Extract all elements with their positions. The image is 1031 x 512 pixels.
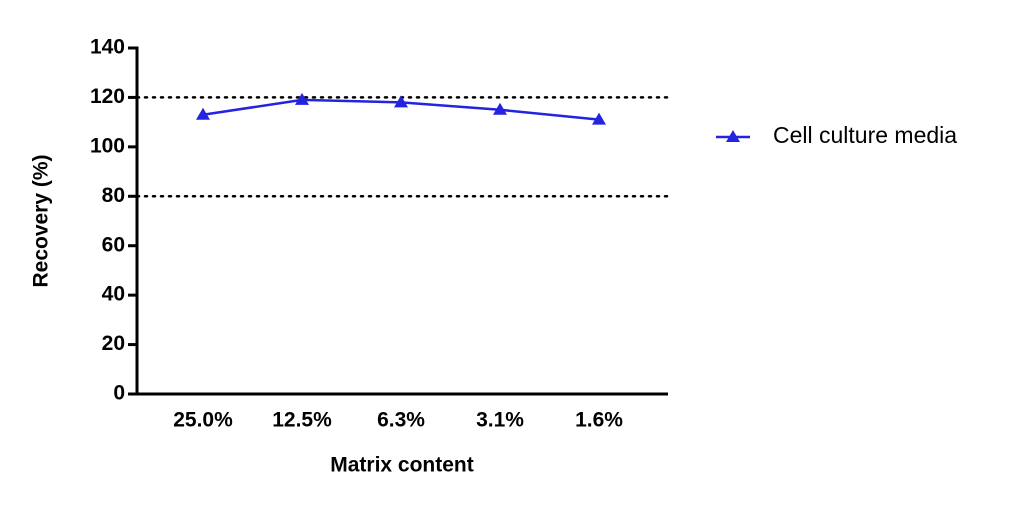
y-tick-label: 80 <box>102 184 125 207</box>
x-tick-label: 1.6% <box>575 409 623 432</box>
y-tick-label: 100 <box>90 134 125 157</box>
x-tick-label: 25.0% <box>173 409 233 432</box>
legend-marker <box>726 130 740 142</box>
y-tick-label: 60 <box>102 233 125 256</box>
y-axis-label: Recovery (%) <box>30 154 53 287</box>
data-point <box>493 102 507 115</box>
data-point <box>592 112 606 125</box>
y-tick-label: 20 <box>102 332 125 355</box>
data-point <box>196 107 210 120</box>
y-tick-label: 120 <box>90 85 125 108</box>
data-point <box>394 95 408 108</box>
x-tick-label: 12.5% <box>272 409 332 432</box>
y-tick-label: 0 <box>113 382 125 405</box>
legend-text: Cell culture media <box>773 122 957 148</box>
x-tick-label: 3.1% <box>476 409 524 432</box>
x-axis-label: Matrix content <box>330 454 474 477</box>
data-point <box>295 92 309 105</box>
x-tick-label: 6.3% <box>377 409 425 432</box>
y-tick-label: 140 <box>90 36 125 59</box>
y-tick-label: 40 <box>102 283 125 306</box>
